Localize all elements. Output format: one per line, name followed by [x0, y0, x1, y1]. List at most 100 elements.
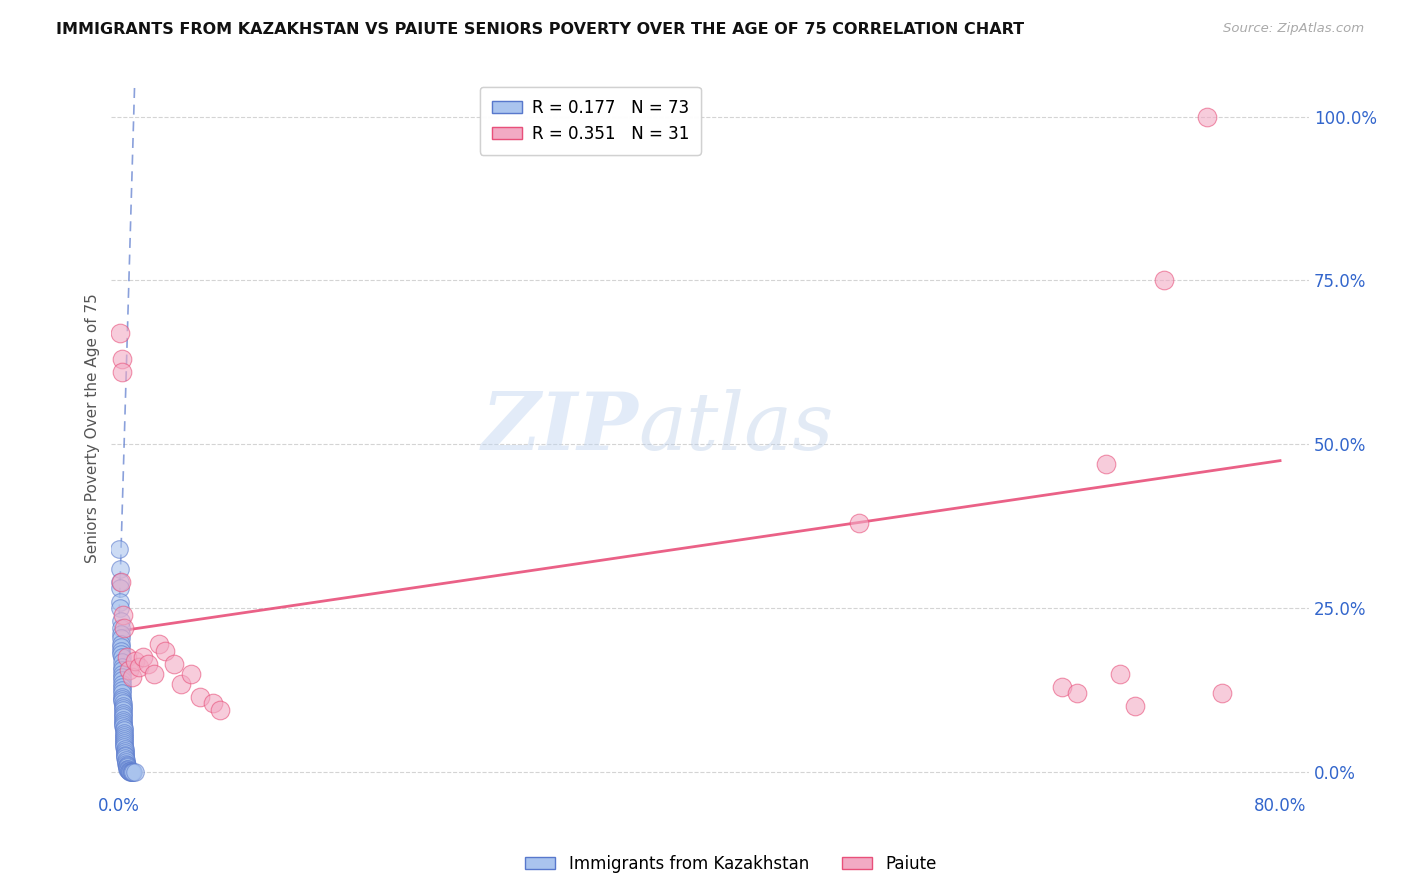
Point	[110, 637, 132, 651]
Point	[112, 734, 135, 748]
Point	[108, 574, 131, 589]
Point	[110, 655, 132, 669]
Point	[108, 562, 131, 576]
Point	[111, 686, 134, 700]
Y-axis label: Seniors Poverty Over the Age of 75: Seniors Poverty Over the Age of 75	[86, 293, 100, 563]
Point	[110, 640, 132, 655]
Point	[115, 650, 138, 665]
Point	[111, 706, 134, 720]
Point	[114, 740, 136, 755]
Point	[111, 701, 134, 715]
Point	[124, 765, 146, 780]
Point	[142, 666, 165, 681]
Point	[112, 730, 135, 744]
Point	[110, 644, 132, 658]
Point	[124, 654, 146, 668]
Point	[121, 765, 143, 780]
Point	[114, 744, 136, 758]
Text: ZIP: ZIP	[481, 389, 638, 467]
Point	[111, 673, 134, 688]
Point	[111, 666, 134, 681]
Point	[115, 759, 138, 773]
Point	[108, 326, 131, 340]
Point	[110, 614, 132, 628]
Point	[111, 664, 134, 678]
Point	[111, 683, 134, 698]
Point	[110, 631, 132, 645]
Point	[1095, 457, 1118, 471]
Point	[112, 719, 135, 733]
Point	[118, 664, 141, 678]
Point	[110, 650, 132, 665]
Point	[114, 738, 136, 752]
Point	[114, 749, 136, 764]
Text: atlas: atlas	[638, 389, 834, 467]
Point	[108, 542, 131, 557]
Point	[118, 764, 141, 779]
Point	[1197, 110, 1219, 124]
Point	[120, 765, 142, 780]
Point	[136, 657, 159, 671]
Point	[148, 637, 170, 651]
Point	[115, 755, 138, 769]
Point	[111, 607, 134, 622]
Point	[112, 728, 135, 742]
Point	[110, 647, 132, 661]
Point	[121, 670, 143, 684]
Point	[111, 691, 134, 706]
Point	[114, 621, 136, 635]
Point	[114, 742, 136, 756]
Point	[114, 751, 136, 765]
Point	[112, 732, 135, 747]
Point	[110, 621, 132, 635]
Point	[111, 699, 134, 714]
Point	[110, 594, 132, 608]
Point	[110, 352, 132, 367]
Text: IMMIGRANTS FROM KAZAKHSTAN VS PAIUTE SENIORS POVERTY OVER THE AGE OF 75 CORRELAT: IMMIGRANTS FROM KAZAKHSTAN VS PAIUTE SEN…	[56, 22, 1025, 37]
Point	[1153, 273, 1175, 287]
Point	[128, 660, 150, 674]
Point	[114, 753, 136, 767]
Point	[110, 627, 132, 641]
Point	[209, 703, 232, 717]
Point	[132, 650, 155, 665]
Point	[111, 694, 134, 708]
Point	[1123, 699, 1146, 714]
Point	[111, 670, 134, 684]
Point	[111, 680, 134, 694]
Point	[112, 736, 135, 750]
Point	[117, 764, 139, 778]
Point	[163, 657, 186, 671]
Point	[180, 666, 202, 681]
Point	[112, 725, 135, 739]
Point	[110, 601, 132, 615]
Point	[188, 690, 211, 704]
Point	[112, 714, 135, 729]
Point	[153, 644, 176, 658]
Point	[111, 696, 134, 710]
Point	[108, 582, 131, 596]
Point	[122, 765, 145, 780]
Point	[112, 716, 135, 731]
Point	[1066, 686, 1088, 700]
Point	[117, 762, 139, 776]
Point	[110, 660, 132, 674]
Point	[115, 757, 138, 772]
Point	[111, 690, 134, 704]
Text: Source: ZipAtlas.com: Source: ZipAtlas.com	[1223, 22, 1364, 36]
Point	[120, 765, 142, 780]
Point	[117, 763, 139, 777]
Point	[111, 676, 134, 690]
Point	[115, 756, 138, 771]
Point	[115, 760, 138, 774]
Point	[170, 676, 193, 690]
Point	[118, 764, 141, 779]
Point	[111, 365, 134, 379]
Point	[1109, 666, 1132, 681]
Point	[111, 713, 134, 727]
Point	[111, 708, 134, 723]
Legend: R = 0.177   N = 73, R = 0.351   N = 31: R = 0.177 N = 73, R = 0.351 N = 31	[479, 87, 700, 154]
Point	[848, 516, 870, 530]
Point	[114, 746, 136, 760]
Point	[114, 747, 136, 762]
